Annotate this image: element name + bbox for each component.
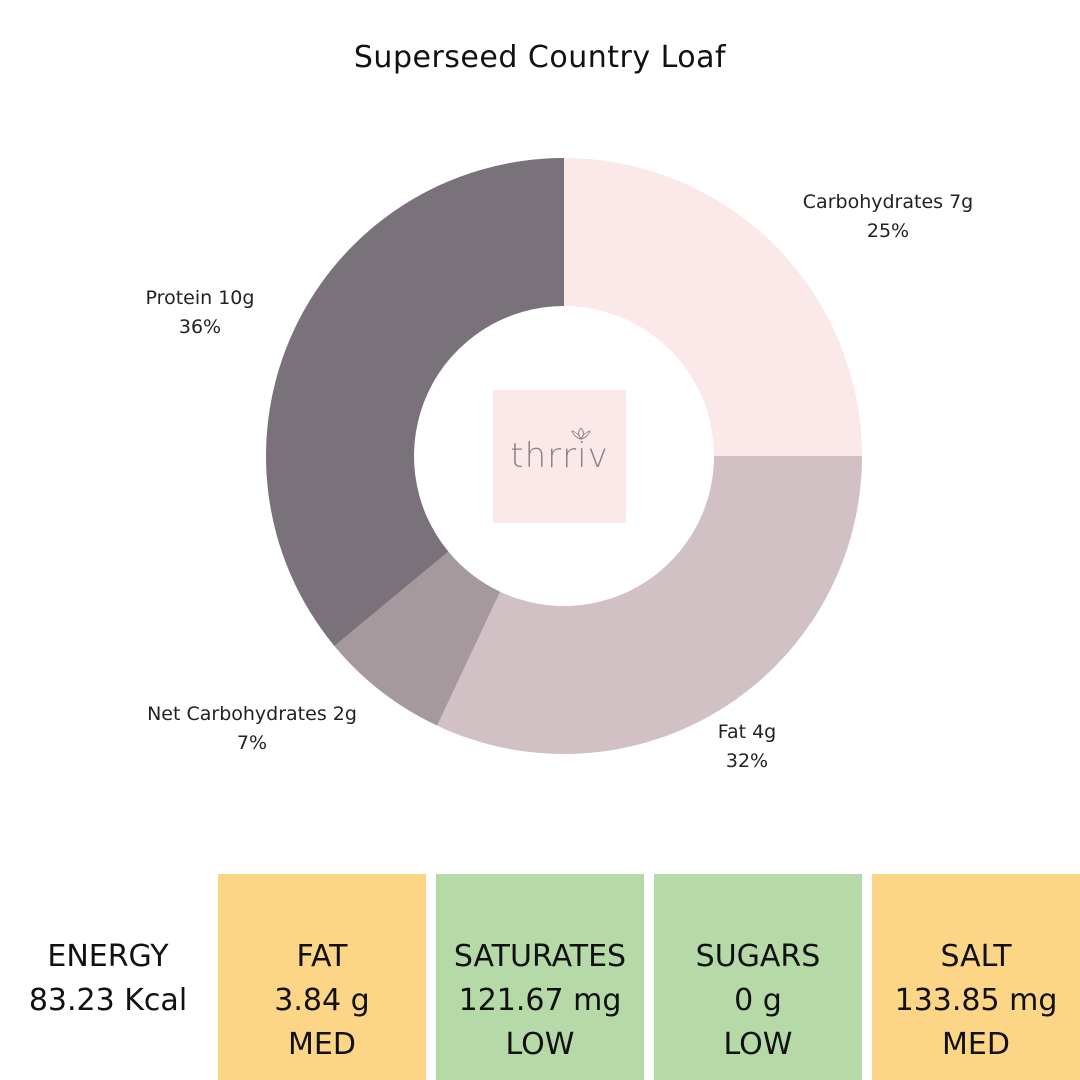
- salt-level: MED: [942, 1027, 1010, 1062]
- slice-percent-net-carbohydrates: 7%: [237, 732, 267, 754]
- sugars-label: SUGARS: [695, 939, 821, 974]
- slice-percent-protein: 36%: [179, 316, 221, 338]
- donut-chart: Carbohydrates 7g 25% Fat 4g 32% Net Carbohyd…: [146, 157, 973, 772]
- salt-value: 133.85 mg: [894, 983, 1058, 1018]
- saturates-label: SATURATES: [453, 939, 627, 974]
- salt-label: SALT: [940, 939, 1012, 974]
- chart-title: Superseed Country Loaf: [353, 40, 727, 75]
- center-logo: thrriv: [493, 390, 626, 523]
- slice-net-carbohydrates: [334, 551, 501, 726]
- slice-carbohydrates: [564, 158, 862, 456]
- fat-level: MED: [288, 1027, 356, 1062]
- slice-percent-carbohydrates: 25%: [867, 220, 909, 242]
- logo-wordmark: thrriv: [510, 436, 609, 476]
- sugars-tile: SUGARS 0 g LOW: [654, 874, 862, 1080]
- slice-fat: [437, 456, 862, 754]
- saturates-value: 121.67 mg: [458, 983, 622, 1018]
- saturates-tile: SATURATES 121.67 mg LOW: [436, 874, 644, 1080]
- slice-label-protein: Protein 10g: [146, 287, 255, 309]
- fat-value: 3.84 g: [274, 983, 370, 1018]
- salt-tile: SALT 133.85 mg MED: [872, 874, 1080, 1080]
- energy-summary: ENERGY 83.23 Kcal: [0, 935, 216, 1023]
- energy-label: ENERGY: [47, 939, 169, 974]
- sugars-value: 0 g: [734, 983, 782, 1018]
- slice-label-net-carbohydrates: Net Carbohydrates 2g: [147, 703, 357, 725]
- slice-percent-fat: 32%: [726, 750, 768, 772]
- lotus-icon: [571, 428, 591, 440]
- slice-label-carbohydrates: Carbohydrates 7g: [803, 191, 973, 213]
- saturates-level: LOW: [505, 1027, 575, 1062]
- energy-value: 83.23 Kcal: [28, 983, 188, 1018]
- slice-protein: [266, 157, 564, 646]
- fat-label: FAT: [296, 939, 348, 974]
- sugars-level: LOW: [723, 1027, 793, 1062]
- fat-tile: FAT 3.84 g MED: [218, 874, 426, 1080]
- slice-label-fat: Fat 4g: [718, 721, 776, 743]
